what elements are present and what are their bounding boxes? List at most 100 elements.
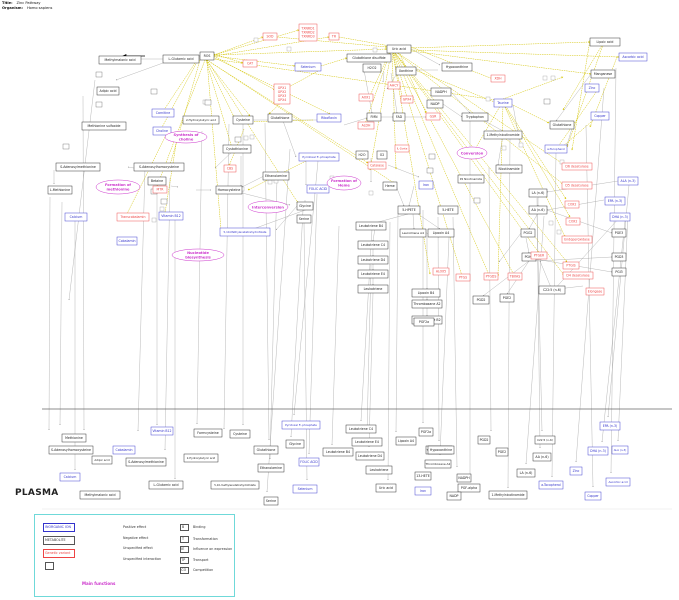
node-pl-pgfalpha[interactable]: PGF-alpha: [457, 483, 481, 493]
node-methylenetetrahydrofolate[interactable]: 5,10-Methylenetetrahydrofolate: [219, 227, 271, 237]
node-pl-ascorbic[interactable]: Ascorbic acid: [605, 477, 631, 487]
node-hydroxybutyric[interactable]: 2-Hydroxybutyric acid: [182, 115, 220, 125]
node-pl-methionine[interactable]: Methionine: [61, 433, 87, 443]
node-ptgds[interactable]: PTGDS: [483, 272, 499, 281]
node-aa[interactable]: AA (n-6): [528, 205, 548, 215]
node-iron[interactable]: Iron: [418, 180, 434, 190]
node-adipic[interactable]: Adipic acid: [96, 86, 120, 96]
node-calcium[interactable]: Calcium: [64, 212, 88, 222]
node-selenium[interactable]: Selenium: [294, 62, 322, 72]
node-pge2[interactable]: PGE2: [499, 293, 515, 303]
node-nadph[interactable]: NADPH: [430, 87, 452, 97]
node-pl-methylmalonic[interactable]: Methylmalonic acid: [79, 490, 121, 500]
node-pl-13hete[interactable]: 13-HETE: [414, 471, 432, 481]
node-pyridoxal[interactable]: Pyridoxal 5'-phosphate: [298, 152, 340, 162]
node-pl-lipoxin[interactable]: Lipoxin A4: [395, 436, 417, 446]
node-pl-pgd2[interactable]: PGD2: [477, 435, 491, 445]
node-ascorbic-top[interactable]: Ascorbic acid: [618, 52, 648, 62]
node-pl-pgf2a[interactable]: PGF2a: [418, 427, 434, 437]
node-pl-ltd4[interactable]: Leukotriene D4: [355, 451, 385, 461]
node-elongase[interactable]: Elongase: [585, 287, 605, 296]
node-copper[interactable]: Copper: [590, 111, 610, 121]
node-p2[interactable]: P2 Nicotinamide: [457, 174, 485, 184]
node-choline[interactable]: Choline: [152, 126, 172, 136]
node-alox5[interactable]: ALOX5: [432, 267, 450, 276]
node-c225[interactable]: C22:5 (n-6): [538, 285, 566, 295]
function-interconversion[interactable]: Interconversion: [247, 200, 289, 214]
node-leukotriene[interactable]: Leukotriene: [357, 284, 389, 294]
node-pl-glutathione[interactable]: Glutathione: [253, 445, 279, 455]
node-pl-cobalamin[interactable]: Cobalamin: [112, 445, 136, 455]
node-pl-ltc4[interactable]: Leukotriene C4: [345, 424, 377, 434]
node-pl-calcium[interactable]: Calcium: [59, 472, 81, 482]
node-ptgs[interactable]: PTGS: [455, 273, 471, 282]
node-catalase[interactable]: Catalase: [367, 161, 387, 170]
node-pl-lte4[interactable]: Leukotriene E4: [351, 437, 383, 447]
node-taurine[interactable]: Taurine: [493, 98, 513, 108]
node-pl-selenium[interactable]: Selenium: [292, 484, 318, 494]
node-la[interactable]: LA (n-6): [528, 188, 548, 198]
node-tocopherol[interactable]: a-Tocopherol: [544, 144, 568, 154]
node-gsr[interactable]: GSR: [425, 112, 441, 121]
node-ltc4[interactable]: Leukotriene C4: [357, 240, 389, 250]
node-glycine[interactable]: Glycine: [296, 201, 314, 211]
node-endoperoxidase[interactable]: Endoperoxidase: [561, 235, 593, 244]
node-transcobalamin[interactable]: Transcobalamin: [116, 212, 150, 222]
node-methylnicotinamide[interactable]: 1-Methylnicotinamide: [483, 130, 523, 140]
node-pl-serine[interactable]: Serine: [263, 496, 279, 506]
node-pl-ethanolamine[interactable]: Ethanolamine: [257, 463, 285, 473]
node-pgg2[interactable]: PGG2: [520, 228, 536, 238]
node-pgi3[interactable]: PGI3: [611, 267, 627, 277]
node-xdh[interactable]: XDH: [490, 74, 506, 83]
node-pl-epa[interactable]: EPA (n-3): [599, 421, 621, 431]
node-gsh-disulfide[interactable]: Glutathione disulfide: [346, 53, 392, 63]
node-pgf2a[interactable]: PGF2a: [413, 317, 435, 327]
node-h2o[interactable]: H2O: [355, 150, 369, 160]
node-ltb4[interactable]: Leukotriene B4: [355, 221, 387, 231]
node-hypoxanthine[interactable]: Hypoxanthine: [441, 62, 473, 72]
node-pl-folic[interactable]: FOLIC ACID: [298, 457, 320, 467]
node-h2o2[interactable]: H2O2: [362, 63, 382, 73]
node-pl-copper[interactable]: Copper: [584, 491, 602, 501]
node-cystathionine[interactable]: Cystathionine: [222, 144, 252, 154]
node-serine[interactable]: Serine: [296, 214, 312, 224]
node-aldh[interactable]: ALDH: [357, 121, 375, 130]
node-pl-nadph[interactable]: NADPH: [456, 473, 472, 483]
node-pl-formcysteine[interactable]: Formcysteine: [193, 428, 223, 438]
node-pl-pge2[interactable]: PGE2: [495, 447, 509, 457]
node-cat[interactable]: CAT: [242, 59, 258, 68]
node-pl-nadp[interactable]: NADP: [446, 491, 462, 501]
node-dha[interactable]: DHA (n-3): [609, 212, 631, 222]
node-tbxas[interactable]: TBXAS: [507, 272, 523, 281]
node-methylmalonic[interactable]: Methylmalonic acid: [98, 55, 142, 65]
node-d4[interactable]: D4 desaturase: [562, 271, 594, 280]
node-uric[interactable]: Uric acid: [386, 44, 412, 54]
node-pl-thromboxane-a2[interactable]: Thromboxane A2: [425, 459, 452, 469]
node-glutathione-b[interactable]: Glutathione: [549, 120, 575, 130]
node-methionine-sulfoxide[interactable]: Methionine sulfoxide: [81, 121, 127, 131]
node-ethanolamine[interactable]: Ethanolamine: [262, 171, 290, 181]
node-cox2b[interactable]: COX2: [565, 217, 581, 226]
node-sam[interactable]: S-Adenosylmethionine: [55, 162, 101, 172]
node-pgd2[interactable]: PGD2: [472, 295, 490, 305]
function-conversion[interactable]: Conversion: [456, 146, 488, 160]
node-pl-adipic[interactable]: Adipic acid: [91, 455, 113, 465]
node-folic[interactable]: FOLIC ACID: [306, 184, 330, 194]
node-tryptophan[interactable]: Tryptophan: [461, 112, 489, 122]
node-pl-hydroxybutyric[interactable]: 2-Hydroxybutyric acid: [183, 453, 219, 463]
node-ros[interactable]: ROS: [199, 51, 215, 61]
node-pl-leukotriene[interactable]: Leukotriene: [365, 465, 393, 475]
node-sah[interactable]: S-Adenosylhomocysteine: [133, 162, 185, 172]
node-gpx4[interactable]: GPX4: [400, 95, 414, 104]
node-lipoxin[interactable]: Lipoxin A4: [427, 228, 455, 238]
node-pl-methylnicotinamide[interactable]: 1-Methylnicotinamide: [488, 490, 528, 500]
node-glutathione[interactable]: Glutathione: [267, 113, 293, 123]
node-manganese[interactable]: Manganese: [590, 69, 616, 79]
node-zinc[interactable]: Zinc: [584, 83, 600, 93]
node-pl-la[interactable]: LA (n-6): [516, 468, 536, 478]
node-o2[interactable]: O2: [376, 150, 388, 160]
node-pl-tocopherol[interactable]: a-Tocopherol: [538, 480, 564, 490]
